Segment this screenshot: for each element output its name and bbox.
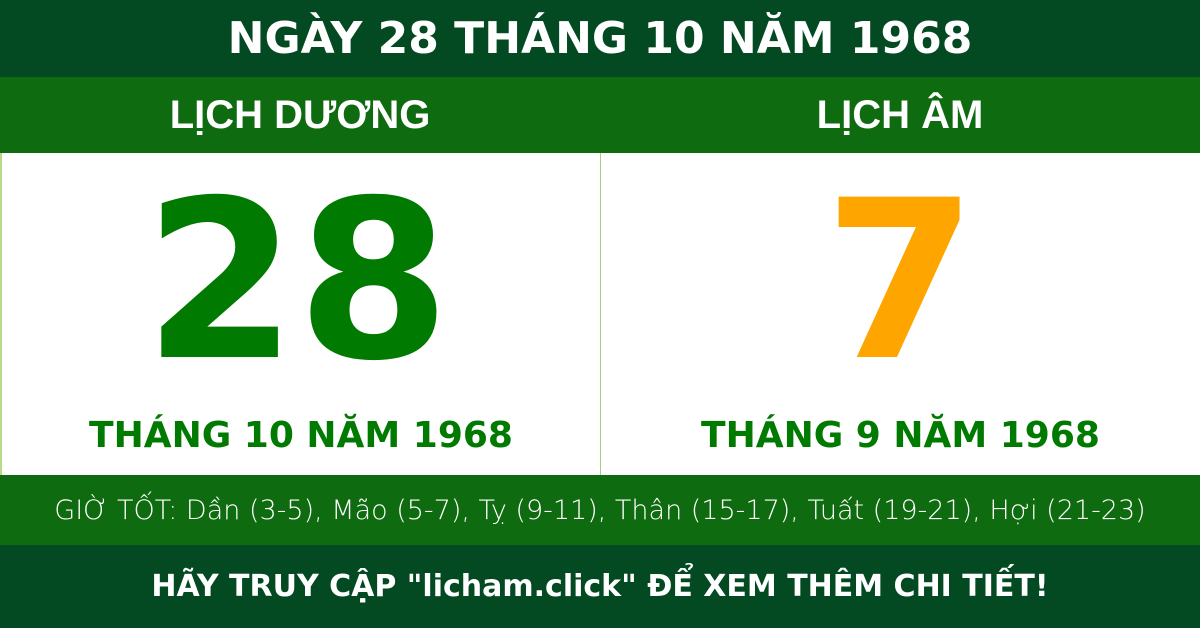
good-hours: GIỜ TỐT: Dần (3-5), Mão (5-7), Tỵ (9-11)… — [0, 475, 1200, 545]
lunar-day: 7 — [823, 153, 978, 409]
footer-cta: HÃY TRUY CẬP "licham.click" ĐỂ XEM THÊM … — [0, 545, 1200, 628]
lunar-column: 7 THÁNG 9 NĂM 1968 — [601, 153, 1200, 475]
solar-day: 28 — [143, 153, 451, 409]
solar-heading: LỊCH DƯƠNG — [169, 92, 431, 137]
column-headings: LỊCH DƯƠNG LỊCH ÂM — [0, 77, 1200, 153]
lunar-month-year: THÁNG 9 NĂM 1968 — [701, 415, 1100, 456]
page-title: NGÀY 28 THÁNG 10 NĂM 1968 — [0, 0, 1200, 77]
solar-month-year: THÁNG 10 NĂM 1968 — [89, 415, 513, 456]
calendar-body: 28 THÁNG 10 NĂM 1968 7 THÁNG 9 NĂM 1968 — [0, 153, 1200, 475]
solar-column: 28 THÁNG 10 NĂM 1968 — [2, 153, 601, 475]
lunar-heading: LỊCH ÂM — [816, 92, 984, 137]
